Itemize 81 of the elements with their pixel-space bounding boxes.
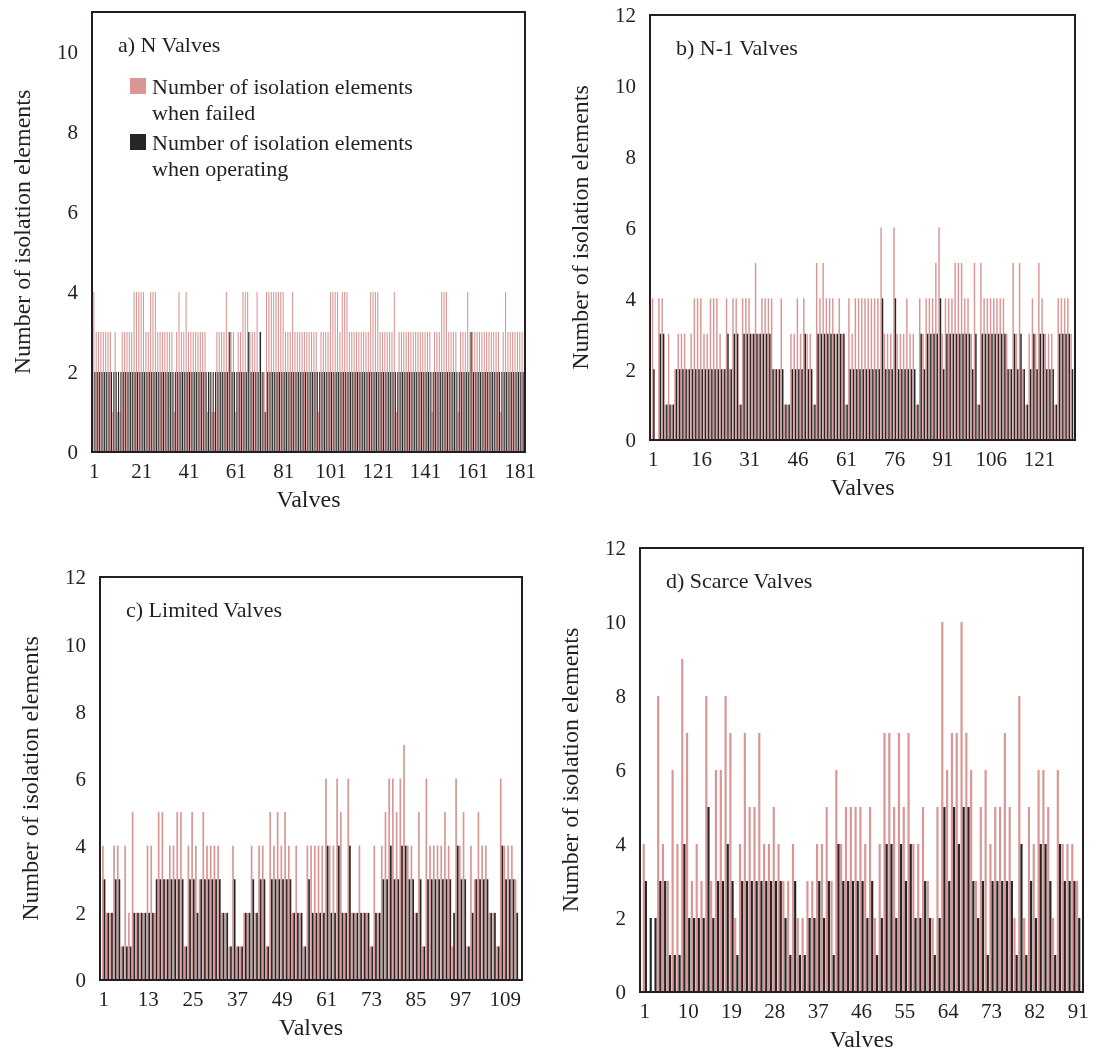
x-tick-label: 10	[677, 999, 699, 1023]
y-tick-label: 6	[67, 200, 78, 225]
x-tick-label: 19	[720, 999, 742, 1023]
y-axis-title: Number of isolation elements	[9, 89, 35, 375]
y-axis-title: Number of isolation elements	[567, 85, 593, 370]
x-tick-label: 82	[1024, 999, 1046, 1023]
x-tick-label: 97	[450, 987, 472, 1011]
x-tick-label: 16	[691, 447, 713, 471]
y-tick-label: 12	[605, 536, 626, 561]
x-tick-label: 181	[504, 459, 537, 483]
x-tick-label: 106	[975, 447, 1008, 471]
y-tick-label: 12	[615, 3, 636, 28]
x-tick-label: 64	[937, 999, 960, 1023]
y-tick-label: 2	[615, 906, 626, 931]
x-tick-label: 37	[807, 999, 829, 1023]
y-tick-label: 10	[65, 632, 86, 657]
x-tick-label: 161	[457, 459, 489, 483]
x-tick-label: 61	[835, 447, 857, 471]
x-tick-label: 41	[178, 459, 200, 483]
y-tick-label: 6	[625, 215, 636, 240]
y-tick-label: 10	[615, 74, 636, 99]
x-axis-title: Valves	[276, 486, 341, 512]
y-tick-label: 10	[57, 40, 78, 65]
x-tick-label: 28	[764, 999, 786, 1023]
text: d) Scarce Valves	[666, 568, 813, 593]
x-tick-label: 21	[131, 459, 153, 483]
y-tick-label: 0	[67, 440, 78, 465]
x-tick-label: 73	[981, 999, 1003, 1023]
y-tick-label: 6	[615, 758, 626, 783]
legend-label: Number of isolation elements when operating	[152, 130, 413, 181]
x-tick-label: 37	[227, 987, 249, 1011]
text: c) Limited Valves	[126, 597, 282, 622]
y-tick-label: 4	[75, 834, 87, 859]
x-tick-label: 25	[182, 987, 204, 1011]
x-tick-label: 76	[884, 447, 906, 471]
y-tick-label: 4	[625, 286, 637, 311]
y-tick-label: 2	[75, 901, 86, 926]
x-tick-label: 61	[316, 987, 338, 1011]
y-tick-label: 12	[65, 565, 86, 590]
x-tick-label: 91	[1067, 999, 1089, 1023]
x-tick-label: 13	[137, 987, 159, 1011]
x-axis-title: Valves	[829, 1026, 894, 1052]
x-tick-label: 1	[89, 459, 100, 483]
y-tick-label: 0	[615, 980, 626, 1005]
x-tick-label: 109	[489, 987, 522, 1011]
y-axis-title: Number of isolation elements	[557, 627, 583, 913]
y-tick-label: 8	[67, 120, 78, 145]
y-tick-label: 6	[75, 766, 86, 791]
x-tick-label: 55	[894, 999, 916, 1023]
y-tick-label: 10	[605, 610, 626, 635]
legend-label: Number of isolation elements when failed	[152, 74, 413, 125]
x-axis-title: Valves	[830, 474, 895, 500]
x-tick-label: 46	[851, 999, 872, 1023]
x-tick-label: 101	[315, 459, 347, 483]
x-tick-label: 1	[639, 999, 651, 1023]
y-tick-label: 8	[75, 699, 86, 724]
y-tick-label: 4	[67, 280, 79, 305]
x-tick-label: 1	[98, 987, 109, 1011]
y-tick-label: 2	[625, 357, 636, 382]
y-axis-title: Number of isolation elements	[17, 636, 43, 921]
x-tick-label: 31	[739, 447, 761, 471]
x-tick-label: 91	[932, 447, 954, 471]
x-axis-title: Valves	[279, 1014, 343, 1040]
x-tick-label: 81	[273, 459, 295, 483]
x-tick-label: 141	[409, 459, 442, 483]
y-tick-label: 8	[625, 145, 636, 170]
y-tick-label: 8	[615, 684, 626, 709]
text: b) N-1 Valves	[676, 35, 798, 60]
y-tick-label: 4	[615, 832, 627, 857]
x-tick-label: 61	[225, 459, 247, 483]
x-tick-label: 85	[405, 987, 427, 1011]
x-tick-label: 73	[360, 987, 382, 1011]
x-tick-label: 1	[647, 447, 659, 471]
x-tick-label: 121	[1023, 447, 1056, 471]
x-tick-label: 49	[271, 987, 293, 1011]
y-tick-label: 0	[75, 968, 86, 993]
x-tick-label: 121	[362, 459, 395, 483]
y-tick-label: 2	[67, 360, 78, 385]
y-tick-label: 0	[625, 428, 636, 453]
text: a) N Valves	[118, 32, 221, 57]
x-tick-label: 46	[787, 447, 809, 471]
